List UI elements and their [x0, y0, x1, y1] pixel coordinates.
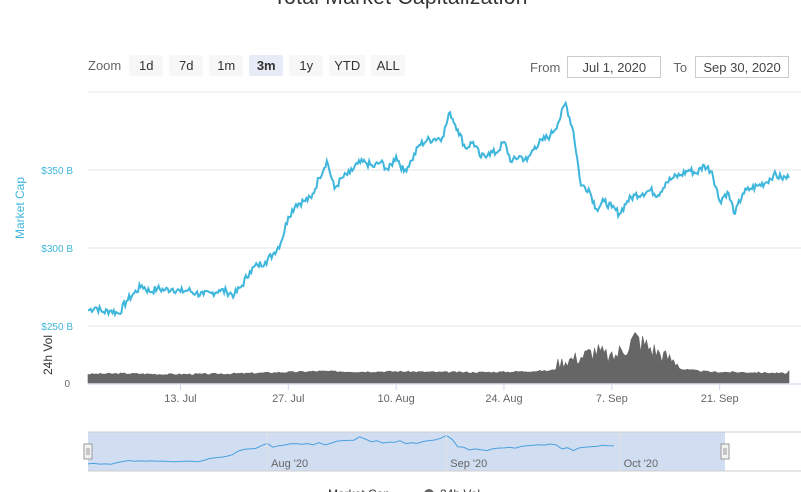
from-label: From — [530, 59, 561, 75]
zoom-7d-button[interactable]: 7d — [169, 55, 204, 76]
volume-area — [87, 331, 790, 384]
x-tick-label: 21. Sep — [701, 393, 739, 405]
navigator[interactable]: Aug '20 Sep '20 Oct '20 — [83, 431, 801, 472]
navigator-line — [87, 434, 614, 465]
y-axis-label: Market Cap — [13, 177, 27, 239]
navigator-handle[interactable] — [83, 443, 93, 460]
volume-series — [87, 331, 790, 384]
legend-volume-label: 24h Vol — [440, 487, 480, 492]
zoom-ytd-button[interactable]: YTD — [329, 55, 366, 76]
legend-market-cap-label: Market Cap — [328, 487, 390, 492]
zoom-1d-button[interactable]: 1d — [129, 55, 164, 76]
x-tick-label: 24. Aug — [485, 393, 522, 405]
to-label: To — [673, 59, 688, 75]
grid-lines — [88, 91, 801, 327]
volume-axis-label: 24h Vol — [41, 335, 55, 375]
navigator-handle[interactable] — [720, 443, 730, 460]
zoom-1y-button[interactable]: 1y — [289, 55, 324, 76]
navigator-label: Sep '20 — [450, 458, 487, 470]
x-tick-label: 13. Jul — [164, 393, 196, 405]
zoom-3m-button[interactable]: 3m — [249, 55, 284, 76]
legend: Market Cap 24h Vol — [328, 487, 480, 492]
zoom-all-button[interactable]: ALL — [371, 55, 406, 76]
from-date-input[interactable]: Jul 1, 2020 — [567, 56, 662, 78]
zoom-1m-button[interactable]: 1m — [209, 55, 244, 76]
zoom-label: Zoom — [88, 58, 122, 73]
x-tick-label: 7. Sep — [596, 393, 628, 405]
volume-tick-label: 0 — [64, 379, 70, 390]
market-cap-series — [87, 100, 790, 318]
legend-volume-swatch — [424, 489, 434, 492]
to-date-input[interactable]: Sep 30, 2020 — [695, 56, 790, 78]
x-axis: 13. Jul 27. Jul 10. Aug 24. Aug 7. Sep 21. Se… — [88, 383, 801, 405]
y-axis-left: $300 B $350 B Market Cap $250 B 0 24h Vol — [13, 166, 73, 390]
market-cap-line — [87, 100, 790, 318]
navigator-selection — [88, 432, 725, 471]
zoom-bar: Zoom 1d 7d 1m 3m 1y YTD ALL — [88, 55, 406, 76]
volume-tick-label: $250 B — [41, 322, 73, 333]
x-tick-label: 27. Jul — [272, 393, 304, 405]
y-tick-label: $300 B — [41, 244, 73, 255]
chart-title: Total Market Capitalization — [0, 0, 801, 10]
y-tick-label: $350 B — [41, 166, 73, 177]
navigator-label: Oct '20 — [624, 458, 659, 470]
navigator-label: Aug '20 — [271, 458, 308, 470]
x-tick-label: 10. Aug — [377, 393, 414, 405]
date-range: From Jul 1, 2020 To Sep 30, 2020 — [530, 56, 790, 78]
